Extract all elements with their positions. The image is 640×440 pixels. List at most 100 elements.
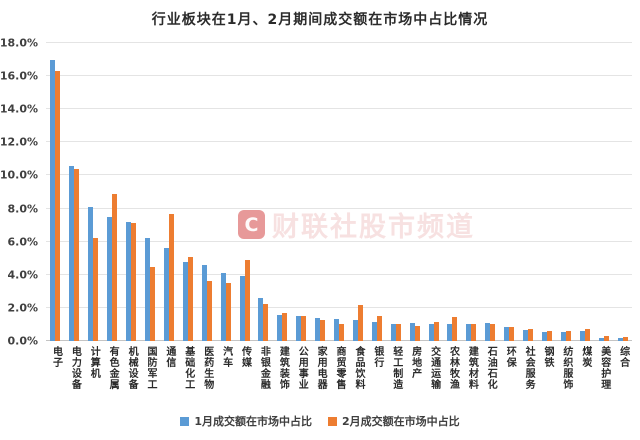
bar-group — [443, 43, 462, 341]
gridline — [46, 273, 632, 275]
bar — [428, 324, 434, 341]
bar — [603, 336, 609, 341]
legend-label: 1月成交额在市场中占比 — [194, 415, 312, 428]
bar — [263, 303, 269, 341]
x-tick-label: 非银金融 — [258, 346, 270, 390]
bar-group — [594, 43, 613, 341]
x-tick-label: 传媒 — [239, 346, 251, 368]
bar-group — [103, 43, 122, 341]
bar-group — [235, 43, 254, 341]
bar — [622, 336, 628, 341]
bar-group — [254, 43, 273, 341]
bar-group — [462, 43, 481, 341]
bar — [301, 316, 307, 341]
x-tick-label: 钢铁 — [542, 346, 554, 368]
bar-group — [575, 43, 594, 341]
x-tick-label: 食品饮料 — [352, 346, 364, 390]
bar — [357, 305, 363, 341]
bar-series-container — [46, 43, 632, 341]
bar-group — [386, 43, 405, 341]
bar — [244, 259, 250, 341]
x-tick-label: 纺织服饰 — [560, 346, 572, 390]
bar — [528, 329, 534, 341]
bar-group — [178, 43, 197, 341]
bar — [88, 206, 94, 341]
bar — [149, 266, 155, 341]
bar-group — [292, 43, 311, 341]
bar — [509, 326, 515, 341]
x-tick-label: 石油石化 — [485, 346, 497, 390]
bar — [201, 264, 207, 341]
bar-group — [405, 43, 424, 341]
x-tick-label: 房地产 — [409, 346, 421, 379]
x-tick-label: 计算机 — [88, 346, 100, 379]
x-axis: 电子 电力设备 计算机 有色金属 机械设备 国防军工 通信 基础化工 医药生物 汽车 传媒 非银金融建… — [46, 346, 632, 390]
bar — [112, 193, 118, 341]
bar — [371, 321, 377, 341]
bar — [390, 323, 396, 341]
bar-group — [538, 43, 557, 341]
bar-group — [141, 43, 160, 341]
gridline — [46, 108, 632, 110]
bar — [433, 321, 439, 341]
bar — [352, 320, 358, 341]
x-tick-label: 建筑材料 — [466, 346, 478, 390]
bar — [258, 297, 264, 341]
bar-group — [349, 43, 368, 341]
legend-label: 2月成交额在市场中占比 — [342, 415, 460, 428]
legend-swatch — [328, 416, 337, 426]
legend-item: 2月成交额在市场中占比 — [328, 413, 460, 429]
bar — [182, 261, 188, 341]
bar-group — [197, 43, 216, 341]
bar — [55, 71, 61, 341]
x-tick-label: 轻工制造 — [390, 346, 402, 390]
x-tick-label: 电力设备 — [69, 346, 81, 390]
x-tick-label: 交通运输 — [428, 346, 440, 390]
bar-group — [613, 43, 632, 341]
bar — [504, 326, 510, 341]
bar — [277, 314, 283, 341]
bar — [296, 316, 302, 341]
bar-group — [481, 43, 500, 341]
bar-group — [273, 43, 292, 341]
y-tick-label: 2.0% — [7, 301, 38, 315]
bar-group — [519, 43, 538, 341]
bar — [334, 319, 340, 341]
y-tick-label: 0.0% — [7, 334, 38, 348]
x-tick-label: 电子 — [50, 346, 62, 368]
bar-group — [159, 43, 178, 341]
y-tick-label: 16.0% — [0, 69, 38, 83]
bar — [523, 330, 529, 341]
bar — [466, 323, 472, 341]
bar-group — [500, 43, 519, 341]
bar-group — [65, 43, 84, 341]
bar — [126, 221, 132, 341]
bar — [339, 324, 345, 341]
bar — [320, 320, 326, 341]
bar — [485, 322, 491, 341]
x-tick-label: 通信 — [163, 346, 175, 368]
bar — [547, 331, 553, 341]
x-tick-label: 综合 — [617, 346, 629, 368]
x-tick-label: 美容护理 — [598, 346, 610, 390]
bar — [144, 238, 150, 341]
plot-area — [46, 42, 632, 341]
legend-item: 1月成交额在市场中占比 — [180, 413, 312, 429]
bar — [163, 248, 169, 341]
x-tick-label: 社会服务 — [523, 346, 535, 390]
x-tick-label: 商贸零售 — [334, 346, 346, 390]
bar — [69, 165, 75, 341]
gridline — [46, 174, 632, 176]
bar — [93, 238, 99, 341]
x-tick-label: 农林牧渔 — [447, 346, 459, 390]
y-tick-label: 8.0% — [7, 202, 38, 216]
y-tick-label: 14.0% — [0, 102, 38, 116]
bar — [447, 324, 453, 341]
x-tick-label: 银行 — [371, 346, 383, 368]
x-tick-label: 家用电器 — [315, 346, 327, 390]
bar-group — [84, 43, 103, 341]
gridline — [46, 75, 632, 77]
bar — [187, 256, 193, 341]
x-tick-label: 医药生物 — [201, 346, 213, 390]
